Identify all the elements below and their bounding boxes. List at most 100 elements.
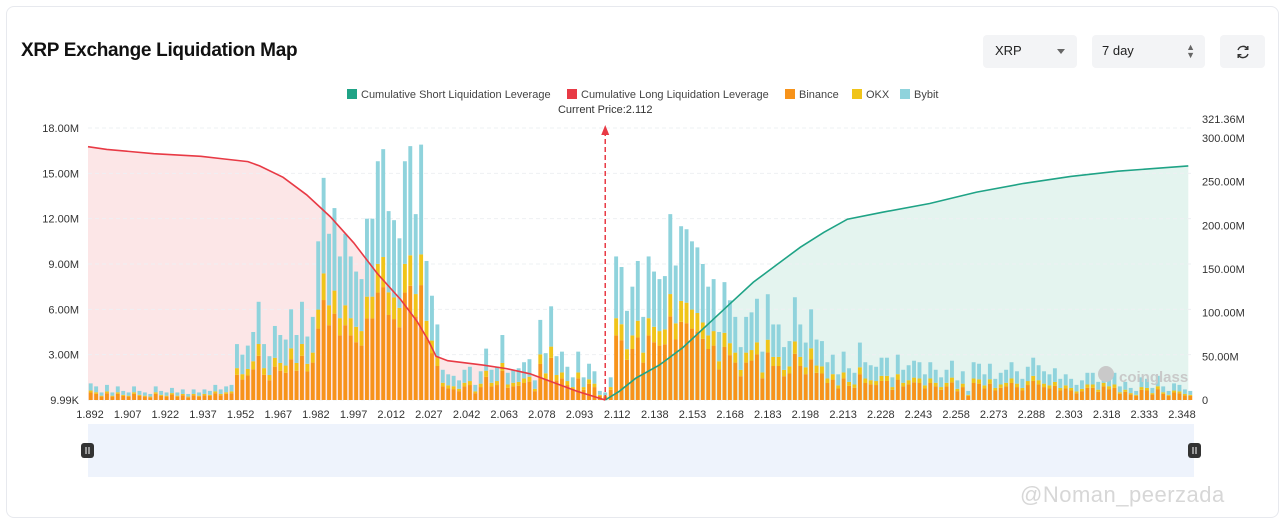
bar-bybit[interactable] <box>197 392 201 396</box>
legend-label[interactable]: Bybit <box>914 89 938 101</box>
legend-label[interactable]: OKX <box>866 89 890 101</box>
bar-okx[interactable] <box>1052 381 1057 386</box>
bar-bybit[interactable] <box>300 301 304 345</box>
bar-bybit[interactable] <box>765 294 770 340</box>
bar-binance[interactable] <box>549 357 554 400</box>
bar-bybit[interactable] <box>998 372 1003 385</box>
bar-bybit[interactable] <box>457 380 461 389</box>
bar-bybit[interactable] <box>890 377 895 388</box>
bar-okx[interactable] <box>722 332 727 347</box>
bar-bybit[interactable] <box>408 146 413 256</box>
bar-bybit[interactable] <box>733 316 738 353</box>
bar-bybit[interactable] <box>987 363 992 380</box>
bar-okx[interactable] <box>597 394 602 396</box>
bar-bybit[interactable] <box>982 374 987 386</box>
bar-binance[interactable] <box>912 382 916 400</box>
bar-okx[interactable] <box>576 372 581 379</box>
bar-bybit[interactable] <box>852 372 857 385</box>
bar-okx[interactable] <box>863 378 868 383</box>
bar-binance[interactable] <box>776 366 781 400</box>
bar-bybit[interactable] <box>679 226 684 301</box>
bar-okx[interactable] <box>1090 384 1095 388</box>
bar-okx[interactable] <box>792 341 797 354</box>
bar-okx[interactable] <box>1139 387 1144 390</box>
bar-okx[interactable] <box>180 393 185 396</box>
bar-bybit[interactable] <box>782 347 786 370</box>
bar-binance[interactable] <box>446 388 451 400</box>
bar-okx[interactable] <box>522 378 526 383</box>
bar-binance[interactable] <box>1052 385 1057 400</box>
bar-binance[interactable] <box>300 355 304 400</box>
bar-binance[interactable] <box>235 374 239 400</box>
zoom-slider[interactable] <box>81 424 1201 477</box>
bar-bybit[interactable] <box>1128 387 1133 394</box>
bar-binance[interactable] <box>170 394 174 400</box>
bar-bybit[interactable] <box>879 357 884 376</box>
bar-okx[interactable] <box>700 322 705 339</box>
bar-bybit[interactable] <box>1090 372 1095 385</box>
bar-okx[interactable] <box>895 374 900 380</box>
bar-okx[interactable] <box>267 375 272 381</box>
bar-bybit[interactable] <box>863 362 868 379</box>
bar-binance[interactable] <box>662 344 667 400</box>
bar-okx[interactable] <box>1096 389 1101 392</box>
bar-binance[interactable] <box>245 375 250 400</box>
bar-okx[interactable] <box>1047 385 1052 389</box>
bar-binance[interactable] <box>760 378 765 400</box>
bar-bybit[interactable] <box>749 312 754 351</box>
bar-okx[interactable] <box>538 354 543 364</box>
bar-binance[interactable] <box>803 374 808 400</box>
bar-binance[interactable] <box>256 355 261 400</box>
bar-okx[interactable] <box>148 396 153 398</box>
bar-okx[interactable] <box>386 292 391 315</box>
bar-bybit[interactable] <box>392 220 396 298</box>
bar-binance[interactable] <box>164 396 169 400</box>
bar-binance[interactable] <box>1074 393 1079 400</box>
bar-okx[interactable] <box>570 387 575 390</box>
bar-okx[interactable] <box>310 352 315 363</box>
bar-bybit[interactable] <box>814 339 819 366</box>
bar-binance[interactable] <box>809 359 814 400</box>
bar-binance[interactable] <box>321 300 326 400</box>
bar-bybit[interactable] <box>500 335 505 363</box>
bar-bybit[interactable] <box>836 374 841 386</box>
bar-binance[interactable] <box>543 378 548 400</box>
bar-okx[interactable] <box>1172 390 1176 393</box>
bar-bybit[interactable] <box>489 369 494 383</box>
bar-bybit[interactable] <box>803 342 808 368</box>
bar-okx[interactable] <box>673 323 678 340</box>
bar-bybit[interactable] <box>917 362 922 379</box>
bar-okx[interactable] <box>1188 394 1193 396</box>
bar-binance[interactable] <box>1134 395 1139 400</box>
bar-okx[interactable] <box>679 300 684 322</box>
bar-bybit[interactable] <box>711 279 716 332</box>
bar-binance[interactable] <box>1172 392 1176 400</box>
bar-binance[interactable] <box>1031 380 1036 400</box>
bar-bybit[interactable] <box>717 332 721 362</box>
bar-binance[interactable] <box>814 372 819 400</box>
bar-okx[interactable] <box>408 255 413 286</box>
bar-binance[interactable] <box>381 287 386 400</box>
bar-bybit[interactable] <box>191 389 196 394</box>
bar-bybit[interactable] <box>700 264 705 323</box>
bar-binance[interactable] <box>614 335 619 400</box>
bar-okx[interactable] <box>971 378 976 383</box>
bar-binance[interactable] <box>424 337 429 400</box>
bar-bybit[interactable] <box>511 369 516 383</box>
bar-bybit[interactable] <box>142 392 147 396</box>
refresh-button[interactable] <box>1220 35 1265 68</box>
bar-okx[interactable] <box>473 391 478 394</box>
short-cumulative-line[interactable] <box>604 165 1189 401</box>
bar-binance[interactable] <box>933 386 938 400</box>
bar-binance[interactable] <box>278 370 283 400</box>
bar-binance[interactable] <box>142 396 147 400</box>
bar-okx[interactable] <box>630 335 635 349</box>
legend-swatch[interactable] <box>347 89 357 99</box>
bar-binance[interactable] <box>847 385 851 400</box>
bar-okx[interactable] <box>776 356 781 366</box>
bar-binance[interactable] <box>722 346 727 400</box>
bar-binance[interactable] <box>392 319 396 400</box>
bar-okx[interactable] <box>229 391 234 394</box>
bar-okx[interactable] <box>94 392 99 394</box>
bar-binance[interactable] <box>121 395 126 400</box>
